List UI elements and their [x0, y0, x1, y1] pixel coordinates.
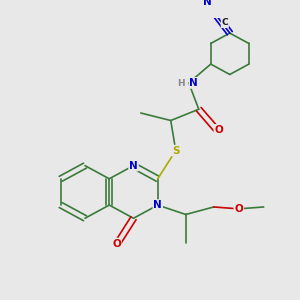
Text: C: C — [221, 18, 228, 27]
Text: N: N — [153, 200, 162, 210]
Text: N: N — [129, 160, 138, 171]
Text: O: O — [214, 125, 223, 135]
Text: O: O — [234, 204, 243, 214]
Text: S: S — [172, 146, 179, 156]
Text: N: N — [189, 78, 198, 88]
Text: H: H — [177, 80, 184, 88]
Text: N: N — [203, 0, 212, 7]
Text: O: O — [112, 238, 121, 249]
